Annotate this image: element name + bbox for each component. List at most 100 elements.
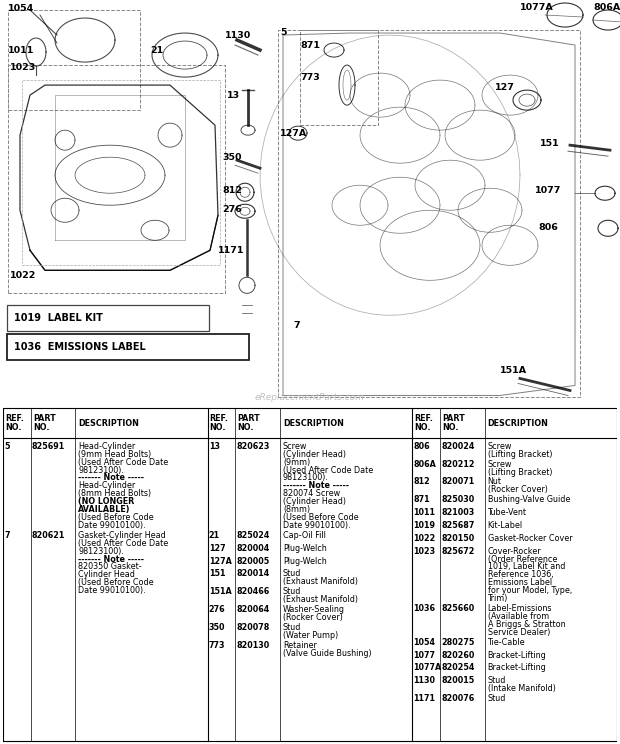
Text: 820076: 820076	[441, 694, 474, 703]
Text: (Used After Code Date: (Used After Code Date	[283, 466, 373, 475]
Text: 806A: 806A	[414, 460, 436, 469]
Text: Stud: Stud	[487, 676, 506, 685]
Text: 1171: 1171	[218, 246, 244, 254]
Text: (8mm Head Bolts): (8mm Head Bolts)	[78, 490, 151, 498]
Text: 127A: 127A	[280, 129, 308, 138]
Text: 7: 7	[4, 531, 9, 540]
Text: 820071: 820071	[441, 478, 474, 487]
Text: 820150: 820150	[441, 533, 474, 543]
Text: 1077A: 1077A	[520, 2, 554, 11]
Text: 820254: 820254	[441, 664, 474, 673]
Text: (Exhaust Manifold): (Exhaust Manifold)	[283, 577, 358, 586]
Text: 1054: 1054	[8, 4, 34, 13]
Text: 350: 350	[209, 623, 225, 632]
Text: AVAILABLE): AVAILABLE)	[78, 505, 131, 514]
Text: 151A: 151A	[500, 366, 527, 375]
Text: Cylinder Head: Cylinder Head	[78, 571, 135, 580]
Text: Reference 1036,: Reference 1036,	[487, 571, 553, 580]
FancyBboxPatch shape	[7, 305, 209, 331]
Text: Retainer: Retainer	[283, 641, 317, 650]
Text: (Cylinder Head): (Cylinder Head)	[283, 449, 346, 459]
Text: (Rocker Cover): (Rocker Cover)	[283, 613, 343, 622]
Text: 773: 773	[300, 73, 320, 82]
Text: (Lifting Bracket): (Lifting Bracket)	[487, 467, 552, 477]
Text: 1011: 1011	[8, 45, 34, 54]
Text: 806: 806	[414, 442, 430, 451]
Text: 820212: 820212	[441, 460, 474, 469]
Text: Tube-Vent: Tube-Vent	[487, 508, 526, 517]
FancyBboxPatch shape	[7, 334, 249, 360]
Text: 1019: 1019	[414, 521, 435, 530]
Text: REF.
NO.: REF. NO.	[414, 414, 433, 432]
Text: (Intake Manifold): (Intake Manifold)	[487, 684, 556, 693]
Text: Cap-Oil Fill: Cap-Oil Fill	[283, 531, 326, 540]
Text: Plug-Welch: Plug-Welch	[283, 557, 327, 565]
Text: 825672: 825672	[441, 547, 474, 556]
Text: 871: 871	[300, 41, 320, 50]
Text: 1022: 1022	[414, 533, 435, 543]
Text: Head-Cylinder: Head-Cylinder	[78, 481, 136, 490]
Text: Bracket-Lifting: Bracket-Lifting	[487, 664, 546, 673]
Text: 806A: 806A	[593, 2, 620, 11]
Text: 127: 127	[495, 83, 515, 92]
Text: 1011: 1011	[414, 508, 435, 517]
Text: Label-Emissions: Label-Emissions	[487, 604, 552, 613]
Text: (Lifting Bracket): (Lifting Bracket)	[487, 449, 552, 459]
Text: Stud: Stud	[283, 569, 301, 578]
Text: 825024: 825024	[236, 531, 270, 540]
Text: (Used Before Code: (Used Before Code	[78, 513, 154, 522]
Text: (8mm): (8mm)	[283, 505, 310, 514]
Text: (Used Before Code: (Used Before Code	[283, 513, 358, 522]
Text: (NO LONGER: (NO LONGER	[78, 497, 135, 506]
Text: 820623: 820623	[236, 442, 270, 451]
Text: 820621: 820621	[32, 531, 65, 540]
Text: Gasket-Cylinder Head: Gasket-Cylinder Head	[78, 531, 166, 540]
Text: ------- Note -----: ------- Note -----	[78, 554, 144, 564]
Text: (Order Reference: (Order Reference	[487, 554, 557, 564]
Text: Screw: Screw	[283, 442, 308, 451]
Text: DESCRIPTION: DESCRIPTION	[78, 419, 140, 428]
Text: 871: 871	[414, 496, 430, 504]
Text: (9mm Head Bolts): (9mm Head Bolts)	[78, 449, 151, 459]
Text: 151: 151	[209, 569, 225, 578]
Text: ------- Note -----: ------- Note -----	[283, 481, 349, 490]
Text: Stud: Stud	[283, 623, 301, 632]
Text: PART
NO.: PART NO.	[33, 414, 56, 432]
Text: (Cylinder Head): (Cylinder Head)	[283, 497, 346, 506]
Text: 820064: 820064	[236, 605, 270, 614]
Text: 1022: 1022	[10, 271, 37, 280]
Text: 127A: 127A	[209, 557, 231, 565]
Text: 151A: 151A	[209, 587, 231, 596]
Text: 280275: 280275	[441, 638, 474, 647]
Text: 21: 21	[209, 531, 220, 540]
Text: 820130: 820130	[236, 641, 270, 650]
Text: 98123100).: 98123100).	[78, 466, 124, 475]
Text: Date 99010100).: Date 99010100).	[78, 586, 146, 595]
Text: 1171: 1171	[414, 694, 435, 703]
Text: 812: 812	[414, 478, 430, 487]
Text: 1130: 1130	[225, 31, 251, 39]
Text: Screw: Screw	[487, 442, 512, 451]
Text: Kit-Label: Kit-Label	[487, 521, 523, 530]
Text: Washer-Sealing: Washer-Sealing	[283, 605, 345, 614]
Text: 1023: 1023	[10, 62, 36, 71]
Text: 276: 276	[209, 605, 225, 614]
Text: 825030: 825030	[441, 496, 474, 504]
Text: PART
NO.: PART NO.	[237, 414, 260, 432]
Text: A Briggs & Stratton: A Briggs & Stratton	[487, 620, 565, 629]
Text: 820074 Screw: 820074 Screw	[283, 490, 340, 498]
Text: (Used After Code Date: (Used After Code Date	[78, 539, 169, 548]
Text: 825660: 825660	[441, 604, 474, 613]
Text: Cover-Rocker: Cover-Rocker	[487, 547, 541, 556]
Text: 98123100).: 98123100).	[78, 547, 124, 556]
Text: 820024: 820024	[441, 442, 474, 451]
Text: (Water Pump): (Water Pump)	[283, 631, 338, 640]
Text: 1077: 1077	[414, 650, 435, 659]
Text: Date 99010100).: Date 99010100).	[283, 521, 350, 530]
Text: 1023: 1023	[414, 547, 435, 556]
Text: (Rocker Cover): (Rocker Cover)	[487, 485, 547, 494]
Text: Date 99010100).: Date 99010100).	[78, 521, 146, 530]
Text: 820014: 820014	[236, 569, 270, 578]
Text: Service Dealer): Service Dealer)	[487, 628, 550, 637]
Text: 98123100).: 98123100).	[283, 473, 329, 482]
